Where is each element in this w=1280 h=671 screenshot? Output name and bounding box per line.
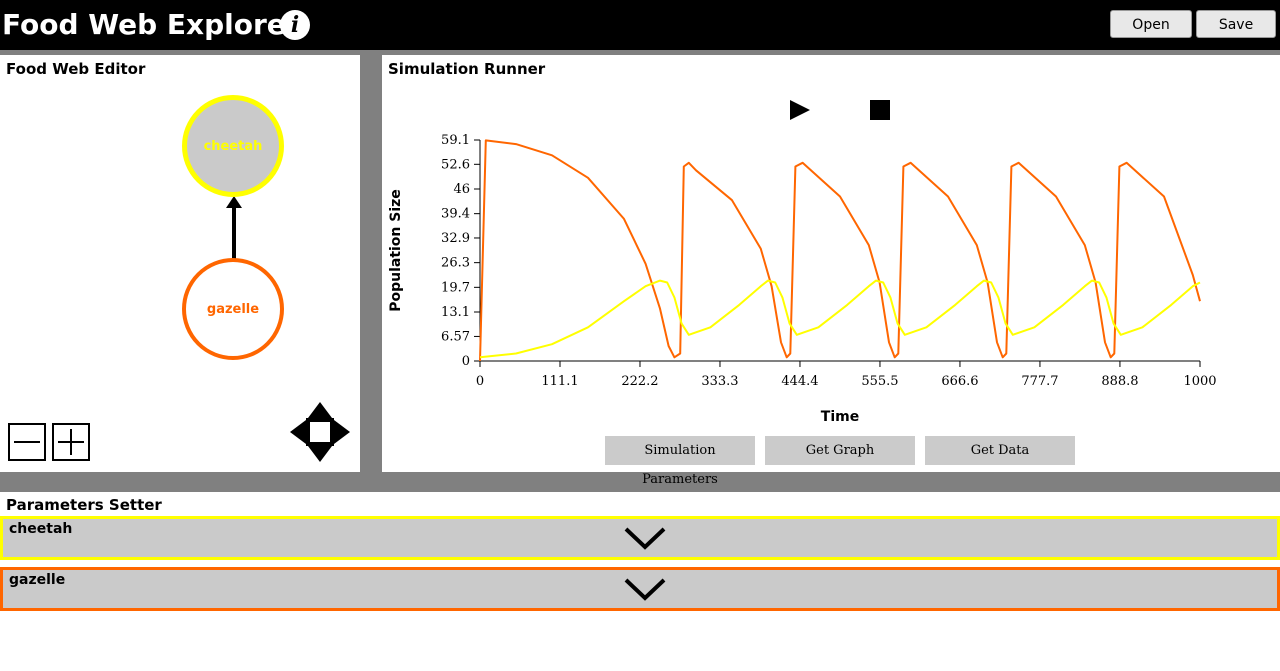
pan-right-arrow[interactable] — [334, 420, 350, 444]
x-tick-label: 888.8 — [1101, 374, 1138, 389]
zoom-out-button[interactable] — [8, 423, 46, 461]
param-row-label: gazelle — [9, 572, 66, 588]
x-tick-label: 444.4 — [781, 374, 818, 389]
get-data-button[interactable]: Get Data — [925, 436, 1075, 465]
top-divider — [0, 50, 1280, 55]
pan-up-arrow[interactable] — [308, 402, 332, 418]
x-tick-label: 0 — [476, 374, 484, 389]
series-line-1 — [479, 279, 1201, 359]
pan-down-arrow[interactable] — [308, 446, 332, 462]
x-tick-label: 222.2 — [621, 374, 658, 389]
param-row-label: cheetah — [9, 521, 73, 537]
y-tick-label: 13.1 — [441, 305, 470, 320]
x-axis: 0 111.1 222.2 333.3 444.4 555.5 666.6 777.7 888.… — [476, 360, 1217, 389]
stop-icon[interactable] — [870, 100, 890, 120]
edge-arrowhead — [226, 196, 242, 208]
params-panel-title: Parameters Setter — [6, 496, 162, 514]
node-label: cheetah — [203, 138, 263, 154]
node-label: gazelle — [206, 301, 260, 317]
panel-resize-handle[interactable] — [360, 50, 382, 472]
minus-icon — [14, 441, 40, 443]
app-title: Food Web Explorer — [2, 8, 300, 41]
y-tick-label: 32.9 — [441, 231, 470, 246]
x-tick-label: 333.3 — [701, 374, 738, 389]
x-tick-label: 111.1 — [541, 374, 578, 389]
info-icon[interactable]: i — [280, 10, 310, 40]
editor-panel-title: Food Web Editor — [6, 60, 146, 78]
simulation-parameters-button[interactable]: Simulation Parameters — [605, 436, 755, 487]
save-button[interactable]: Save — [1196, 10, 1276, 38]
species-node-gazelle[interactable]: gazelle — [182, 258, 284, 360]
x-tick-label: 1000 — [1183, 374, 1216, 389]
species-node-cheetah[interactable]: cheetah — [182, 95, 284, 197]
zoom-in-button[interactable] — [52, 423, 90, 461]
population-chart: 0 6.57 13.1 19.7 26.3 32.9 39.4 46 52.6 59.1 0 111… — [388, 133, 1217, 425]
x-tick-label: 555.5 — [861, 374, 898, 389]
bottom-resize-handle[interactable] — [0, 472, 1280, 492]
y-tick-label: 19.7 — [441, 280, 470, 295]
runner-panel-title: Simulation Runner — [388, 60, 546, 78]
y-tick-label: 46 — [453, 182, 470, 197]
y-tick-label: 52.6 — [441, 157, 470, 172]
y-tick-label: 26.3 — [441, 256, 470, 271]
app-header: Food Web Explorer i Open Save — [0, 0, 1280, 50]
x-axis-title: Time — [821, 409, 859, 425]
chart-series — [479, 139, 1201, 362]
x-tick-label: 666.6 — [941, 374, 978, 389]
play-icon[interactable] — [790, 100, 810, 120]
get-graph-button[interactable]: Get Graph — [765, 436, 915, 465]
open-button[interactable]: Open — [1110, 10, 1192, 38]
chevron-down-icon[interactable] — [623, 525, 667, 551]
param-row-cheetah[interactable]: cheetah — [0, 516, 1280, 560]
y-tick-label: 6.57 — [441, 329, 470, 344]
food-web-edge[interactable] — [232, 203, 236, 259]
pan-arrows-icon[interactable] — [290, 402, 350, 462]
pan-left-arrow[interactable] — [290, 420, 306, 444]
y-tick-label: 59.1 — [441, 133, 470, 148]
chevron-down-icon[interactable] — [623, 576, 667, 602]
y-axis: 0 6.57 13.1 19.7 26.3 32.9 39.4 46 52.6 59.1 — [441, 133, 481, 369]
y-tick-label: 0 — [462, 354, 470, 369]
x-tick-label: 777.7 — [1021, 374, 1058, 389]
param-row-gazelle[interactable]: gazelle — [0, 567, 1280, 611]
y-tick-label: 39.4 — [441, 207, 470, 222]
y-axis-title: Population Size — [388, 189, 404, 312]
